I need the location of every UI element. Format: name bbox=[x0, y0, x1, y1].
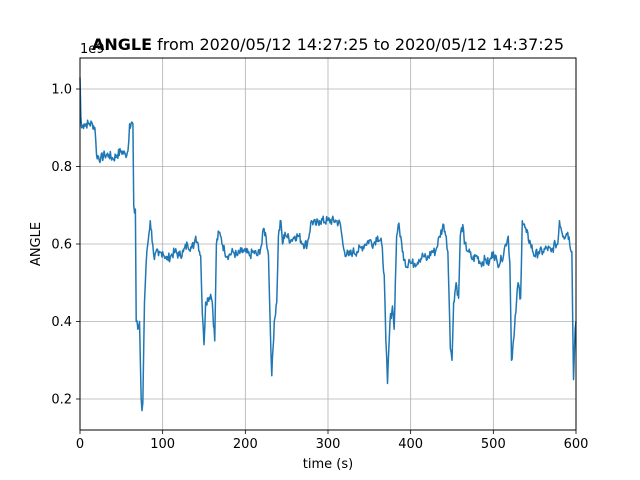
x-tick-label: 400 bbox=[398, 437, 423, 452]
x-axis-ticks: 0 100 200 300 400 500 600 bbox=[76, 430, 589, 452]
y-axis-label: ANGLE bbox=[29, 222, 44, 266]
chart-title-bold: ANGLE bbox=[92, 35, 152, 54]
y-tick-label: 0.4 bbox=[51, 315, 72, 330]
y-tick-label: 1.0 bbox=[51, 83, 72, 98]
x-axis-label: time (s) bbox=[303, 457, 353, 472]
x-tick-label: 600 bbox=[564, 437, 589, 452]
x-tick-label: 500 bbox=[481, 437, 506, 452]
x-tick-label: 100 bbox=[150, 437, 175, 452]
y-axis-ticks: 0.2 0.4 0.6 0.8 1.0 bbox=[51, 83, 80, 408]
y-axis-offset-text: 1e9 bbox=[80, 42, 105, 57]
chart-title: ANGLE from 2020/05/12 14:27:25 to 2020/0… bbox=[92, 35, 564, 54]
y-tick-label: 0.6 bbox=[51, 238, 72, 253]
grid-lines bbox=[79, 58, 577, 430]
x-tick-label: 0 bbox=[76, 437, 84, 452]
x-tick-label: 200 bbox=[233, 437, 258, 452]
angle-series-line bbox=[79, 77, 577, 412]
y-tick-label: 0.2 bbox=[51, 393, 72, 408]
chart-title-rest: from 2020/05/12 14:27:25 to 2020/05/12 1… bbox=[152, 35, 564, 54]
y-tick-label: 0.8 bbox=[51, 160, 72, 175]
series-layer bbox=[79, 77, 577, 412]
x-tick-label: 300 bbox=[316, 437, 341, 452]
